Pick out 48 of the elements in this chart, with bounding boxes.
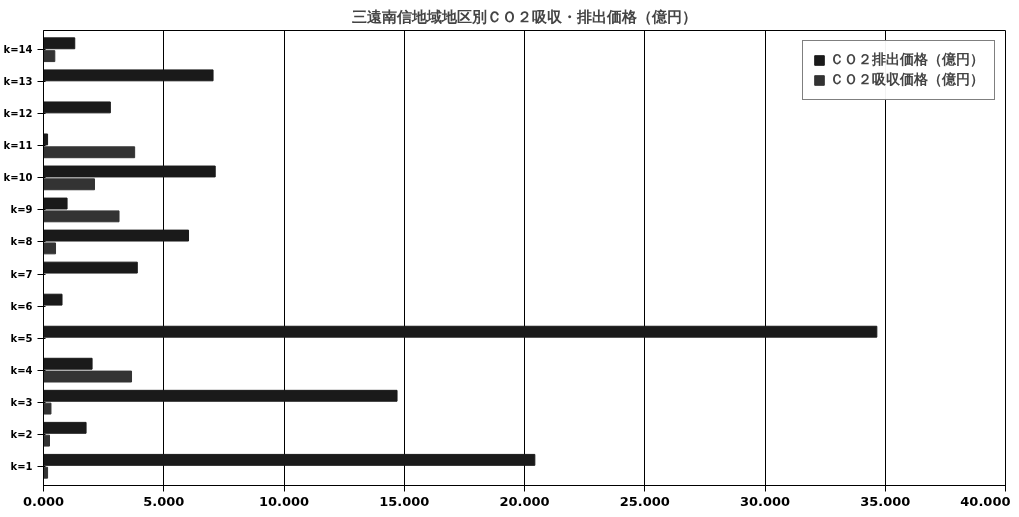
bar [43, 146, 136, 159]
y-tick-label: k=4 [10, 364, 33, 376]
x-tick-label: 10.000 [258, 493, 310, 509]
bar [43, 357, 93, 370]
chart-title: 三遠南信地域地区別ＣＯ２吸収・排出価格（億円） [352, 7, 697, 26]
y-tick-label: k=2 [10, 428, 33, 440]
bar [43, 242, 57, 255]
x-tick-label: 0.000 [22, 493, 65, 509]
x-tick-label: 35.000 [860, 493, 911, 509]
x-tick-label: 15.000 [379, 493, 430, 509]
bar [43, 210, 120, 223]
y-tick-label: k=10 [3, 172, 33, 184]
y-tick-label: k=3 [10, 396, 33, 408]
x-tick-label: 5.000 [143, 493, 185, 509]
bar [43, 389, 398, 402]
legend-label: ＣＯ２吸収価格（億円） [830, 71, 984, 89]
y-tick-label: k=5 [10, 332, 33, 344]
bar [43, 101, 111, 114]
bar [43, 453, 536, 466]
y-tick-label: k=8 [10, 236, 33, 248]
bar [43, 165, 216, 178]
bar [43, 50, 56, 63]
x-tick-label: 25.000 [619, 493, 670, 509]
bar [43, 370, 133, 383]
bar [43, 69, 214, 82]
y-tick-label: k=11 [3, 140, 33, 152]
y-tick-label: k=7 [10, 268, 33, 280]
y-tick-label: k=12 [3, 108, 33, 120]
x-tick-label: 40.000 [960, 493, 1011, 509]
x-tick-label: 20.000 [499, 493, 550, 509]
y-tick-label: k=1 [10, 460, 33, 472]
y-tick-label: k=6 [10, 300, 33, 312]
bar [43, 261, 138, 274]
bar [43, 229, 190, 242]
bar [43, 37, 76, 50]
bar [43, 325, 878, 338]
x-tick-label: 30.000 [739, 493, 791, 509]
y-tick-label: k=14 [3, 44, 33, 56]
bar [43, 197, 68, 210]
y-tick-label: k=13 [3, 76, 33, 88]
bar [43, 293, 63, 306]
legend-label: ＣＯ２排出価格（億円） [830, 51, 984, 69]
bar [43, 421, 87, 434]
bar [43, 434, 51, 447]
bar [43, 178, 95, 191]
bar [43, 402, 52, 415]
y-tick-label: k=9 [10, 204, 33, 216]
bar [43, 133, 49, 146]
